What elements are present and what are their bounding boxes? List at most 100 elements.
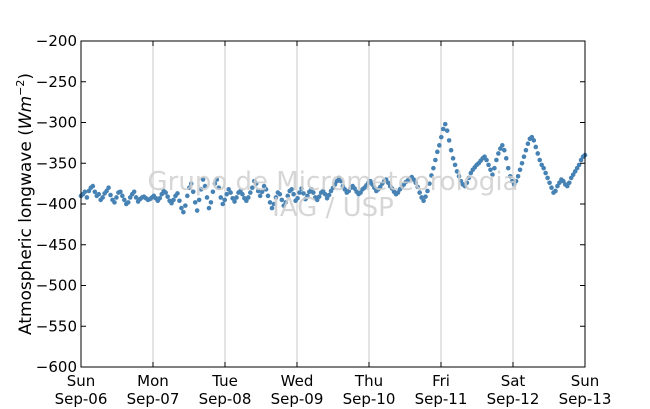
data-point bbox=[301, 191, 306, 196]
data-point bbox=[316, 194, 322, 199]
data-point bbox=[537, 157, 543, 163]
y-axis-label-close: ) bbox=[16, 73, 36, 80]
data-point bbox=[505, 165, 511, 171]
data-point bbox=[429, 173, 434, 178]
data-point bbox=[484, 157, 489, 163]
y-axis-label-exp: −2 bbox=[14, 80, 27, 96]
data-point bbox=[234, 195, 239, 200]
data-point bbox=[492, 165, 497, 171]
data-point bbox=[232, 199, 237, 204]
data-point bbox=[488, 167, 493, 173]
data-point bbox=[427, 181, 432, 186]
data-point bbox=[92, 189, 98, 195]
data-point bbox=[501, 147, 507, 153]
data-point bbox=[210, 189, 216, 195]
data-point bbox=[433, 157, 438, 163]
data-point bbox=[84, 195, 90, 200]
data-point bbox=[521, 154, 527, 160]
data-point bbox=[185, 193, 190, 199]
data-point bbox=[249, 185, 255, 190]
data-point bbox=[503, 156, 509, 161]
data-point bbox=[566, 180, 572, 186]
x-tick-label-day: Mon bbox=[137, 372, 169, 390]
data-point bbox=[415, 184, 420, 190]
x-axis-ticks: SunSep-06MonSep-07TueSep-08WedSep-09ThuS… bbox=[55, 41, 611, 408]
data-point bbox=[165, 194, 170, 199]
data-point bbox=[194, 208, 200, 213]
y-axis-ticks: −200 −250 −300 −350 −400 −450 −500 −550 −600 bbox=[36, 32, 585, 376]
data-point bbox=[181, 209, 186, 215]
data-point bbox=[273, 195, 279, 200]
data-point bbox=[517, 167, 523, 173]
data-point bbox=[490, 172, 495, 177]
data-point bbox=[96, 191, 102, 197]
data-point bbox=[543, 170, 548, 176]
data-point bbox=[500, 143, 505, 148]
data-point bbox=[442, 121, 448, 127]
data-point bbox=[496, 151, 501, 156]
data-point bbox=[90, 183, 96, 189]
data-point bbox=[202, 183, 208, 189]
data-point bbox=[253, 181, 259, 186]
data-point bbox=[435, 149, 440, 155]
data-point bbox=[515, 173, 521, 179]
data-point bbox=[263, 187, 269, 192]
data-point bbox=[190, 189, 196, 195]
data-point bbox=[444, 128, 450, 133]
data-point bbox=[133, 195, 139, 200]
x-tick-label-date: Sep-07 bbox=[127, 390, 180, 408]
y-tick-label: −600 bbox=[36, 358, 77, 376]
data-point bbox=[541, 165, 546, 171]
data-point bbox=[224, 191, 229, 197]
y-axis-label-text: Atmospheric longwave ( bbox=[16, 129, 36, 335]
data-point bbox=[214, 177, 220, 182]
data-point bbox=[417, 190, 422, 195]
data-point bbox=[265, 193, 271, 199]
data-point bbox=[257, 193, 263, 199]
gridlines bbox=[152, 41, 514, 367]
data-point bbox=[198, 187, 204, 192]
data-point bbox=[248, 190, 253, 195]
y-tick-label: −250 bbox=[36, 73, 77, 91]
data-point bbox=[196, 197, 202, 203]
x-tick-label-date: Sep-09 bbox=[271, 390, 324, 408]
data-point bbox=[114, 195, 119, 200]
data-point bbox=[437, 143, 442, 148]
data-point bbox=[431, 165, 436, 171]
x-tick-label-day: Sat bbox=[501, 372, 526, 390]
data-point bbox=[246, 195, 251, 200]
data-point bbox=[222, 197, 228, 203]
data-point bbox=[326, 192, 332, 198]
data-point bbox=[295, 195, 300, 201]
data-point bbox=[519, 160, 525, 166]
data-point bbox=[338, 178, 344, 184]
data-point bbox=[549, 185, 554, 190]
x-tick-label-date: Sep-06 bbox=[55, 390, 108, 408]
x-tick-label-date: Sep-12 bbox=[487, 390, 540, 408]
x-tick-label-date: Sep-08 bbox=[199, 390, 252, 408]
data-point bbox=[446, 138, 452, 143]
data-point bbox=[291, 191, 296, 197]
x-tick-label-day: Fri bbox=[432, 372, 450, 390]
data-point bbox=[131, 189, 137, 195]
data-point bbox=[192, 200, 198, 205]
data-point bbox=[108, 192, 113, 198]
data-point bbox=[448, 147, 454, 153]
data-point bbox=[269, 205, 275, 211]
data-point bbox=[82, 189, 88, 195]
data-point bbox=[171, 197, 176, 203]
data-point bbox=[322, 191, 328, 197]
y-tick-label: −300 bbox=[36, 114, 77, 132]
data-point bbox=[208, 200, 214, 205]
data-point bbox=[438, 134, 444, 140]
data-point bbox=[175, 191, 180, 196]
data-point bbox=[533, 144, 539, 150]
x-tick-label-day: Wed bbox=[281, 372, 314, 390]
x-tick-label-day: Thu bbox=[354, 372, 383, 390]
data-point bbox=[240, 191, 245, 197]
data-point bbox=[206, 205, 212, 211]
data-points bbox=[78, 121, 588, 215]
data-point bbox=[186, 185, 192, 190]
data-point bbox=[466, 175, 472, 181]
data-point bbox=[179, 205, 184, 211]
